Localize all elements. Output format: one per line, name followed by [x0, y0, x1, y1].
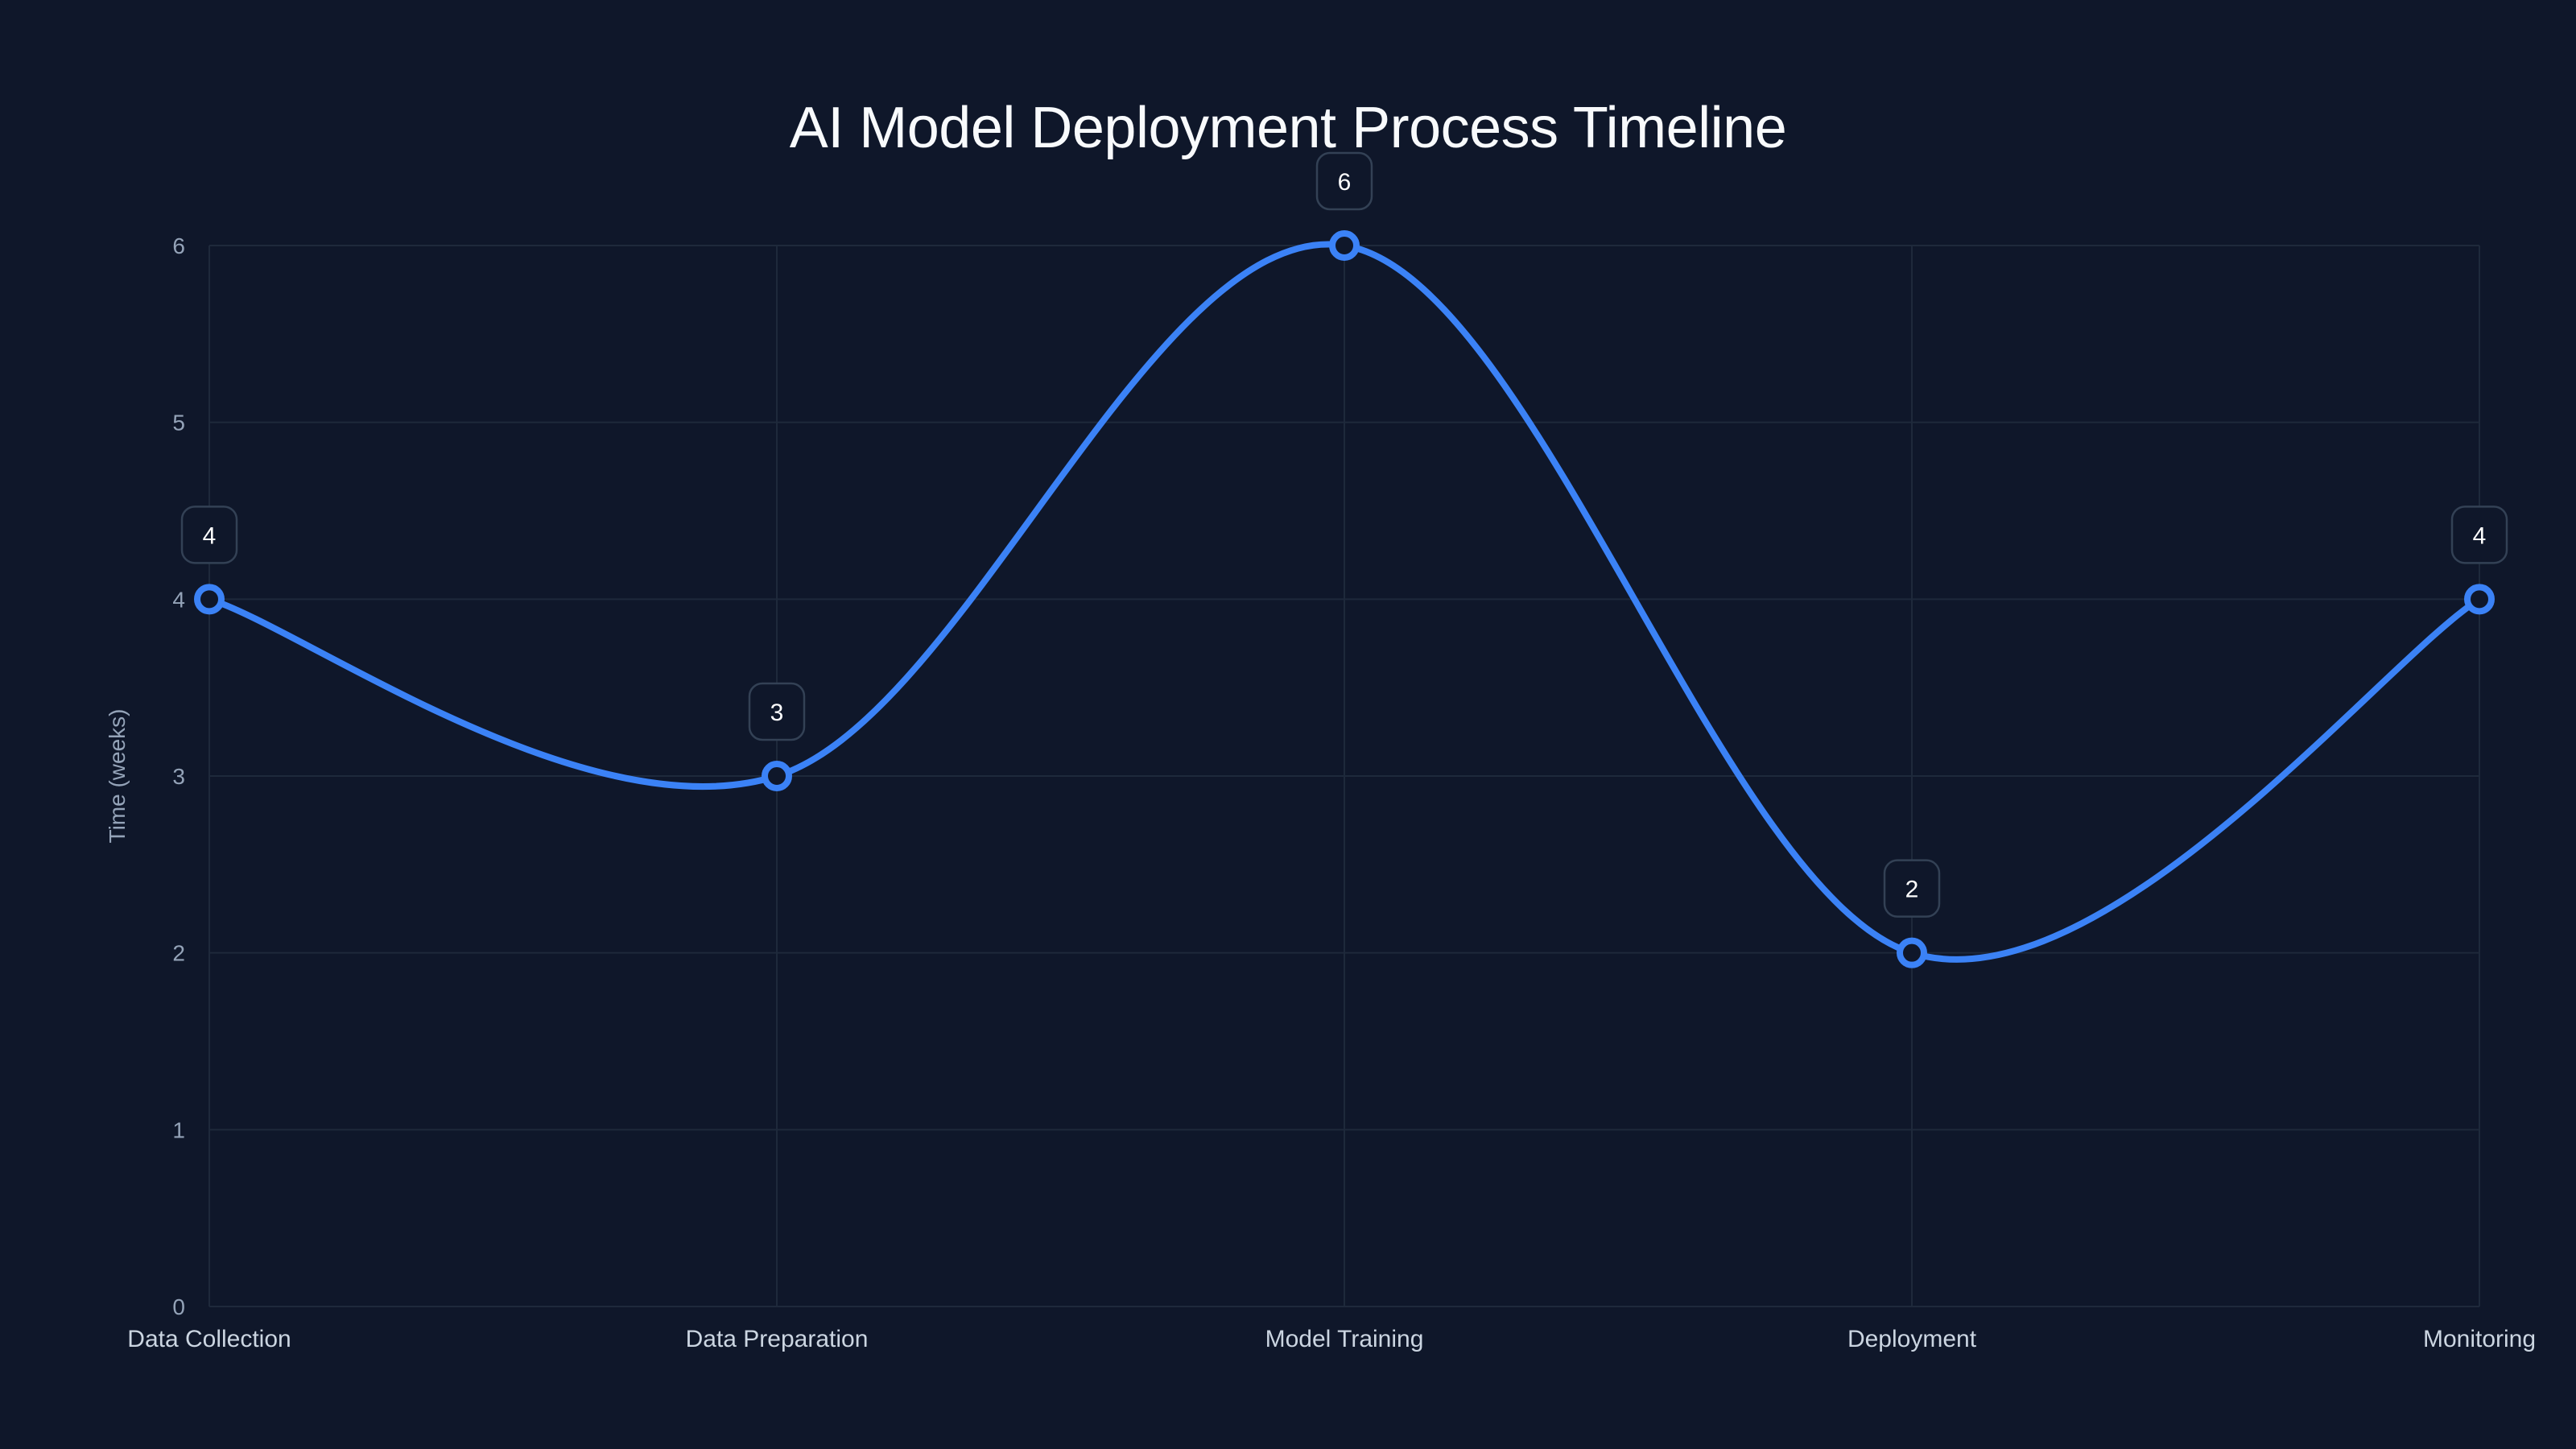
y-axis-label: Time (weeks)	[105, 709, 130, 844]
data-point-marker[interactable]	[762, 761, 792, 791]
x-axis: Data Collection Data Preparation Model Tra…	[127, 1326, 2536, 1352]
data-labels: 4 3 6 2 4	[180, 151, 2508, 918]
data-label-box	[2450, 506, 2508, 564]
y-tick-label: 0	[172, 1294, 185, 1319]
x-tick-label: Model Training	[1265, 1326, 1424, 1352]
chart-title: AI Model Deployment Process Timeline	[789, 96, 1787, 160]
data-label-value: 4	[2473, 522, 2487, 549]
data-label-box	[1883, 859, 1941, 918]
x-tick-label: Data Preparation	[686, 1326, 869, 1352]
series-line	[206, 241, 2483, 963]
data-point-marker[interactable]	[194, 584, 225, 615]
data-label-value: 2	[1905, 877, 1919, 903]
y-axis: 0 1 2 3 4 5 6	[172, 233, 185, 1319]
y-tick-label: 2	[172, 941, 185, 966]
x-tick-label: Data Collection	[127, 1326, 291, 1352]
x-tick-label: Monitoring	[2423, 1326, 2536, 1352]
y-tick-label: 3	[172, 764, 185, 789]
data-label-box	[748, 682, 806, 741]
y-tick-label: 4	[172, 587, 185, 612]
data-label-box	[180, 506, 238, 564]
gridlines	[208, 245, 2480, 1307]
data-points	[194, 230, 2495, 968]
data-label-value: 4	[203, 522, 217, 549]
data-point-marker[interactable]	[1329, 230, 1360, 261]
y-tick-label: 6	[172, 233, 185, 258]
y-tick-label: 1	[172, 1117, 185, 1142]
data-label-box	[1315, 151, 1373, 211]
y-tick-label: 5	[172, 411, 185, 436]
data-point-marker[interactable]	[2464, 584, 2495, 615]
data-point-marker[interactable]	[1897, 937, 1927, 968]
x-tick-label: Deployment	[1847, 1326, 1977, 1352]
data-label-value: 3	[770, 700, 784, 726]
data-label-value: 6	[1338, 169, 1352, 196]
